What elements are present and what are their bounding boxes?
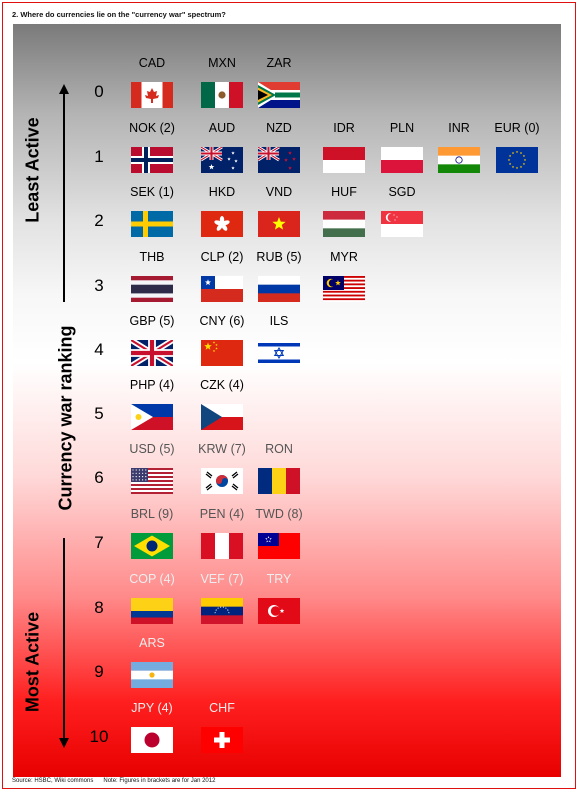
australia-flag-icon <box>201 147 243 173</box>
china-flag-icon <box>201 340 243 366</box>
south-africa-flag-icon <box>258 82 300 108</box>
rank-number: 6 <box>94 468 104 487</box>
currency-code: NOK (2) <box>129 121 175 135</box>
thailand-flag-icon <box>131 276 173 302</box>
page-title: 2. Where do currencies lie on the "curre… <box>12 10 226 19</box>
rank-number: 9 <box>94 662 104 681</box>
currency-code: IDR <box>333 121 355 135</box>
rank-number: 5 <box>94 404 104 423</box>
currency-code: GBP (5) <box>129 314 175 328</box>
arrow-down-icon <box>59 738 69 748</box>
rank-number: 7 <box>94 533 104 552</box>
currency-code: VEF (7) <box>200 572 244 586</box>
currency-code: THB <box>139 250 165 264</box>
currency-code: CNY (6) <box>199 314 245 328</box>
currency-code: CHF <box>209 701 235 715</box>
currency-code: USD (5) <box>129 442 175 456</box>
russia-flag-icon <box>258 276 300 302</box>
malaysia-flag-icon <box>323 276 365 302</box>
currency-code: ILS <box>269 314 289 328</box>
rank-number: 1 <box>94 147 104 166</box>
currency-code: CLP (2) <box>200 250 244 264</box>
singapore-flag-icon <box>381 211 423 237</box>
currency-war-ranking-label: Currency war ranking <box>55 325 76 511</box>
japan-flag-icon <box>131 727 173 753</box>
currency-code: JPY (4) <box>131 701 173 715</box>
currency-code: CAD <box>138 56 166 70</box>
argentina-flag-icon <box>131 662 173 688</box>
currency-code: NZD <box>266 121 292 135</box>
taiwan-flag-icon <box>258 533 300 559</box>
currency-code: KRW (7) <box>198 442 246 456</box>
venezuela-flag-icon <box>201 598 243 624</box>
currency-code: CZK (4) <box>200 378 244 392</box>
footnote-text: Note: Figures in brackets are for Jan 20… <box>103 778 216 784</box>
most-active-label: Most Active <box>22 611 43 713</box>
chile-flag-icon <box>201 276 243 302</box>
turkey-flag-icon <box>258 598 300 624</box>
new-zealand-flag-icon <box>258 147 300 173</box>
currency-code: PLN <box>389 121 415 135</box>
currency-code: SEK (1) <box>130 185 174 199</box>
vietnam-flag-icon <box>258 211 300 237</box>
peru-flag-icon <box>201 533 243 559</box>
usa-flag-icon <box>131 468 173 494</box>
currency-code: VND <box>265 185 293 199</box>
currency-code: ZAR <box>266 56 292 70</box>
norway-flag-icon <box>131 147 173 173</box>
currency-code: MXN <box>208 56 236 70</box>
rank-number: 4 <box>94 340 104 359</box>
hungary-flag-icon <box>323 211 365 237</box>
currency-code: RON <box>265 442 293 456</box>
currency-code: MYR <box>330 250 358 264</box>
currency-code: HKD <box>208 185 236 199</box>
currency-code: TWD (8) <box>255 507 303 521</box>
philippines-flag-icon <box>131 404 173 430</box>
romania-flag-icon <box>258 468 300 494</box>
india-flag-icon <box>438 147 480 173</box>
currency-code: RUB (5) <box>256 250 302 264</box>
arrow-up-icon <box>59 84 69 94</box>
uk-flag-icon <box>131 340 173 366</box>
poland-flag-icon <box>381 147 423 173</box>
south-korea-flag-icon <box>201 468 243 494</box>
switzerland-flag-icon <box>201 727 243 753</box>
currency-code: BRL (9) <box>130 507 174 521</box>
currency-code: PEN (4) <box>199 507 245 521</box>
colombia-flag-icon <box>131 598 173 624</box>
indonesia-flag-icon <box>323 147 365 173</box>
rank-number: 0 <box>94 82 104 101</box>
currency-code: SGD <box>388 185 416 199</box>
czech-flag-icon <box>201 404 243 430</box>
currency-code: INR <box>448 121 470 135</box>
rank-number: 2 <box>94 211 104 230</box>
currency-code: COP (4) <box>129 572 175 586</box>
eu-flag-icon <box>496 147 538 173</box>
currency-code: AUD <box>208 121 236 135</box>
rank-number: 10 <box>89 727 109 746</box>
mexico-flag-icon <box>201 82 243 108</box>
currency-code: EUR (0) <box>494 121 540 135</box>
currency-code: TRY <box>266 572 292 586</box>
axis-line-lower <box>63 538 65 740</box>
currency-code: PHP (4) <box>129 378 175 392</box>
least-active-label: Least Active <box>22 117 43 223</box>
source-text: Source: HSBC, Wiki commons <box>12 778 94 784</box>
hong-kong-flag-icon <box>201 211 243 237</box>
brazil-flag-icon <box>131 533 173 559</box>
rank-number: 8 <box>94 598 104 617</box>
sweden-flag-icon <box>131 211 173 237</box>
currency-code: HUF <box>331 185 357 199</box>
canada-flag-icon <box>131 82 173 108</box>
israel-flag-icon <box>258 340 300 366</box>
axis-line-upper <box>63 92 65 302</box>
currency-code: ARS <box>139 636 165 650</box>
source-note: Source: HSBC, Wiki commons Note: Figures … <box>12 778 215 784</box>
rank-number: 3 <box>94 276 104 295</box>
